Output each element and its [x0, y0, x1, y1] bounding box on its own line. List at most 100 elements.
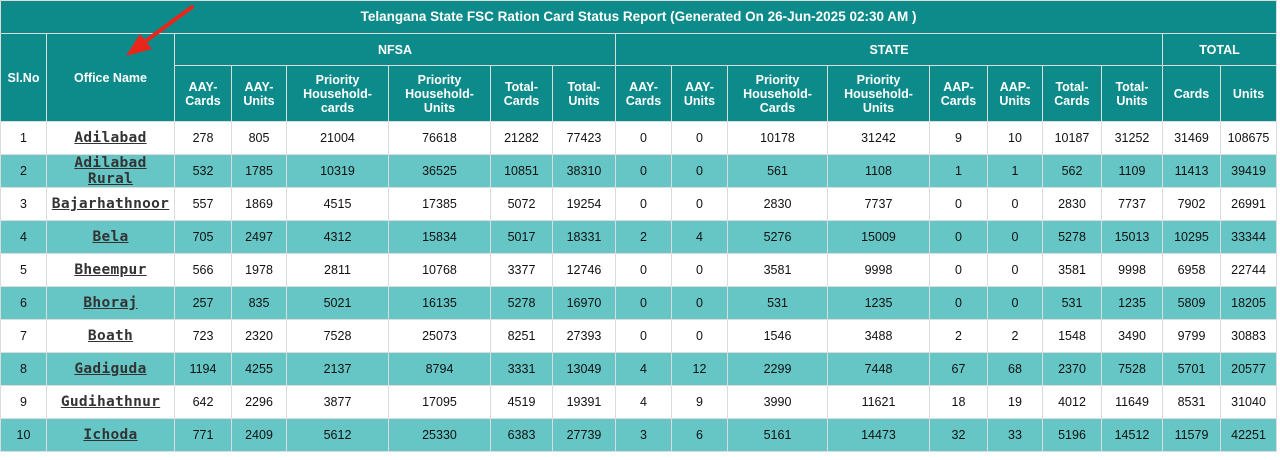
nfsa-value-cell: 8794 [388, 352, 491, 386]
state-value-cell: 4 [615, 385, 672, 419]
state-value-cell: 0 [987, 187, 1043, 221]
state-value-cell: 5276 [727, 220, 828, 254]
state-value-cell: 4012 [1042, 385, 1102, 419]
total-value-cell: 5701 [1162, 352, 1221, 386]
state-value-cell: 9998 [827, 253, 930, 287]
state-value-cell: 0 [929, 187, 988, 221]
nfsa-value-cell: 7528 [286, 319, 389, 353]
nfsa-value-cell: 1978 [231, 253, 287, 287]
state-value-cell: 0 [671, 121, 728, 155]
state-value-cell: 7737 [1101, 187, 1163, 221]
nfsa-value-cell: 4312 [286, 220, 389, 254]
office-link[interactable]: Bela [92, 229, 129, 245]
sl-no-cell: 9 [0, 385, 47, 419]
nfsa-value-cell: 25073 [388, 319, 491, 353]
state-col-header: Priority Household-Cards [727, 65, 828, 122]
state-value-cell: 1 [987, 154, 1043, 188]
office-name-cell: Adilabad [46, 121, 175, 155]
office-link[interactable]: Gadiguda [74, 361, 147, 377]
nfsa-value-cell: 2497 [231, 220, 287, 254]
office-link[interactable]: Adilabad Rural [74, 155, 147, 187]
table-row: 10 Ichoda 771 2409 5612 25330 6383 27739 3 6 5161 1… [0, 418, 1278, 452]
state-value-cell: 0 [929, 220, 988, 254]
office-link[interactable]: Boath [87, 328, 134, 344]
state-value-cell: 2370 [1042, 352, 1102, 386]
nfsa-value-cell: 2409 [231, 418, 287, 452]
total-value-cell: 108675 [1219, 121, 1278, 155]
nfsa-value-cell: 4255 [231, 352, 287, 386]
office-name-cell: Ichoda [46, 418, 175, 452]
nfsa-value-cell: 835 [231, 286, 287, 320]
total-value-cell: 8531 [1162, 385, 1221, 419]
state-value-cell: 0 [615, 187, 672, 221]
state-value-cell: 12 [671, 352, 728, 386]
nfsa-group-header: NFSA [174, 33, 616, 66]
nfsa-value-cell: 723 [174, 319, 232, 353]
state-value-cell: 1108 [827, 154, 930, 188]
state-value-cell: 7528 [1101, 352, 1163, 386]
state-value-cell: 33 [987, 418, 1043, 452]
nfsa-value-cell: 18331 [552, 220, 616, 254]
total-value-cell: 5809 [1162, 286, 1221, 320]
total-value-cell: 26991 [1219, 187, 1278, 221]
state-col-header: Total-Units [1101, 65, 1163, 122]
office-link[interactable]: Adilabad [74, 130, 147, 146]
state-value-cell: 4 [615, 352, 672, 386]
nfsa-value-cell: 16970 [552, 286, 616, 320]
nfsa-value-cell: 21004 [286, 121, 389, 155]
state-value-cell: 1546 [727, 319, 828, 353]
state-col-header: Total-Cards [1042, 65, 1102, 122]
state-value-cell: 1548 [1042, 319, 1102, 353]
state-value-cell: 1235 [827, 286, 930, 320]
nfsa-value-cell: 76618 [388, 121, 491, 155]
state-value-cell: 1109 [1101, 154, 1163, 188]
office-link[interactable]: Bajarhathnoor [51, 196, 170, 212]
state-value-cell: 2 [615, 220, 672, 254]
state-value-cell: 531 [727, 286, 828, 320]
state-value-cell: 10187 [1042, 121, 1102, 155]
state-value-cell: 7448 [827, 352, 930, 386]
nfsa-value-cell: 532 [174, 154, 232, 188]
office-link[interactable]: Gudihathnur [60, 394, 161, 410]
office-name-cell: Bheempur [46, 253, 175, 287]
table-row: 6 Bhoraj 257 835 5021 16135 5278 16970 0 0 531 1235… [0, 286, 1278, 320]
nfsa-value-cell: 17095 [388, 385, 491, 419]
office-link[interactable]: Bhoraj [83, 295, 138, 311]
office-name-header[interactable]: Office Name [46, 33, 175, 122]
office-name-cell: Bhoraj [46, 286, 175, 320]
state-value-cell: 3581 [727, 253, 828, 287]
state-value-cell: 10178 [727, 121, 828, 155]
office-link[interactable]: Bheempur [74, 262, 147, 278]
nfsa-value-cell: 6383 [490, 418, 553, 452]
state-value-cell: 0 [615, 253, 672, 287]
state-value-cell: 5161 [727, 418, 828, 452]
state-value-cell: 68 [987, 352, 1043, 386]
state-value-cell: 0 [929, 253, 988, 287]
sl-no-cell: 6 [0, 286, 47, 320]
state-value-cell: 562 [1042, 154, 1102, 188]
nfsa-value-cell: 38310 [552, 154, 616, 188]
office-link[interactable]: Ichoda [83, 427, 138, 443]
total-value-cell: 9799 [1162, 319, 1221, 353]
nfsa-value-cell: 1785 [231, 154, 287, 188]
table-row: 2 Adilabad Rural 532 1785 10319 36525 10851 383… [0, 154, 1278, 188]
nfsa-value-cell: 27393 [552, 319, 616, 353]
nfsa-value-cell: 17385 [388, 187, 491, 221]
state-value-cell: 0 [987, 220, 1043, 254]
total-value-cell: 20577 [1219, 352, 1278, 386]
total-value-cell: 30883 [1219, 319, 1278, 353]
nfsa-value-cell: 5072 [490, 187, 553, 221]
state-value-cell: 0 [671, 187, 728, 221]
state-value-cell: 3 [615, 418, 672, 452]
state-value-cell: 31242 [827, 121, 930, 155]
nfsa-value-cell: 557 [174, 187, 232, 221]
total-value-cell: 33344 [1219, 220, 1278, 254]
nfsa-value-cell: 8251 [490, 319, 553, 353]
state-value-cell: 1 [929, 154, 988, 188]
nfsa-value-cell: 13049 [552, 352, 616, 386]
nfsa-value-cell: 3331 [490, 352, 553, 386]
office-name-cell: Adilabad Rural [46, 154, 175, 188]
state-value-cell: 0 [671, 319, 728, 353]
state-value-cell: 0 [671, 253, 728, 287]
